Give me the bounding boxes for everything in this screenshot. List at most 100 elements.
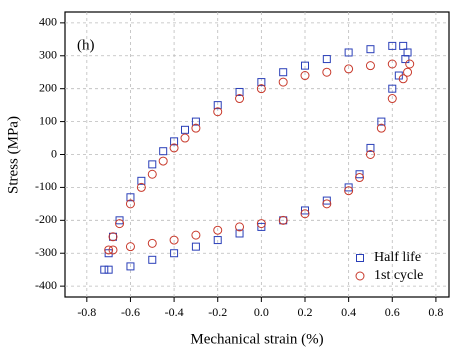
- point: [387, 59, 397, 69]
- point: [388, 84, 397, 93]
- point: [109, 232, 117, 241]
- point: [235, 94, 245, 104]
- point: [213, 107, 223, 117]
- point: [235, 222, 245, 232]
- point: [279, 68, 288, 77]
- point: [147, 238, 157, 248]
- point: [191, 242, 200, 251]
- x-tick-label: 0.0: [254, 305, 269, 319]
- x-tick-label: -0.6: [121, 305, 140, 319]
- point: [100, 265, 109, 274]
- point: [344, 48, 353, 57]
- legend-label: Half life: [374, 250, 421, 265]
- y-tick-label: 300: [39, 48, 57, 62]
- point: [278, 77, 288, 87]
- y-tick-label: -400: [35, 278, 57, 292]
- point: [365, 150, 375, 159]
- y-tick-label: -300: [35, 245, 57, 259]
- point: [399, 41, 408, 50]
- y-tick-label: 200: [39, 80, 57, 94]
- point: [108, 232, 118, 242]
- point: [191, 117, 200, 126]
- point: [180, 133, 190, 143]
- point: [344, 64, 354, 74]
- point: [136, 182, 146, 192]
- point: [355, 170, 364, 179]
- x-tick-label: 0.4: [341, 305, 356, 319]
- point: [159, 147, 168, 156]
- point: [344, 183, 353, 192]
- point: [257, 222, 266, 231]
- x-tick-label: -0.8: [77, 305, 96, 319]
- y-tick-label: 0: [51, 146, 57, 160]
- point: [322, 199, 332, 209]
- point: [398, 74, 408, 84]
- point: [301, 206, 309, 215]
- point: [126, 262, 135, 271]
- point: [355, 173, 365, 183]
- x-tick-label: 0.8: [428, 305, 443, 319]
- point: [169, 143, 179, 153]
- annotation: (h): [77, 37, 95, 53]
- point: [148, 255, 157, 264]
- x-axis-label: Mechanical strain (%): [190, 331, 323, 347]
- point: [257, 78, 266, 87]
- legend-marker: [355, 271, 365, 281]
- point: [235, 229, 244, 238]
- point: [256, 219, 266, 229]
- point: [388, 41, 397, 50]
- x-tick-label: 0.2: [298, 305, 313, 319]
- point: [387, 94, 397, 104]
- legend-label: 1st cycle: [374, 268, 423, 283]
- point: [181, 125, 189, 134]
- point: [405, 59, 415, 69]
- y-tick-label: -200: [35, 212, 57, 226]
- y-tick-label: 400: [39, 15, 57, 29]
- point: [170, 137, 179, 146]
- point: [322, 67, 332, 77]
- point: [344, 186, 354, 196]
- point: [191, 123, 201, 133]
- point: [376, 123, 386, 133]
- point: [158, 156, 168, 166]
- point: [125, 199, 135, 209]
- point: [115, 219, 125, 229]
- y-tick-label: -100: [35, 179, 57, 193]
- y-axis-label: Stress (MPa): [5, 116, 21, 194]
- point: [170, 249, 179, 258]
- point: [278, 215, 288, 225]
- x-tick-label: -0.2: [208, 305, 227, 319]
- point: [213, 236, 222, 245]
- point: [213, 101, 222, 110]
- point: [108, 245, 118, 255]
- point: [169, 235, 179, 245]
- point: [148, 160, 157, 169]
- point: [126, 193, 135, 202]
- point: [125, 242, 135, 252]
- point: [365, 61, 375, 71]
- point: [115, 216, 124, 225]
- legend-marker: [356, 254, 364, 262]
- point: [377, 117, 386, 126]
- x-tick-label: -0.4: [165, 305, 184, 319]
- point: [403, 48, 412, 57]
- point: [322, 196, 331, 205]
- point: [300, 209, 310, 219]
- point: [235, 87, 244, 96]
- y-tick-label: 100: [39, 113, 57, 127]
- x-tick-label: 0.6: [385, 305, 400, 319]
- point: [137, 176, 146, 185]
- point: [191, 230, 201, 240]
- point: [104, 245, 114, 255]
- point: [147, 169, 157, 179]
- point: [300, 71, 310, 81]
- point: [366, 45, 375, 54]
- point: [104, 265, 113, 274]
- point: [322, 55, 331, 64]
- point: [213, 225, 223, 235]
- point: [403, 67, 413, 77]
- point: [366, 143, 375, 152]
- point: [301, 61, 309, 70]
